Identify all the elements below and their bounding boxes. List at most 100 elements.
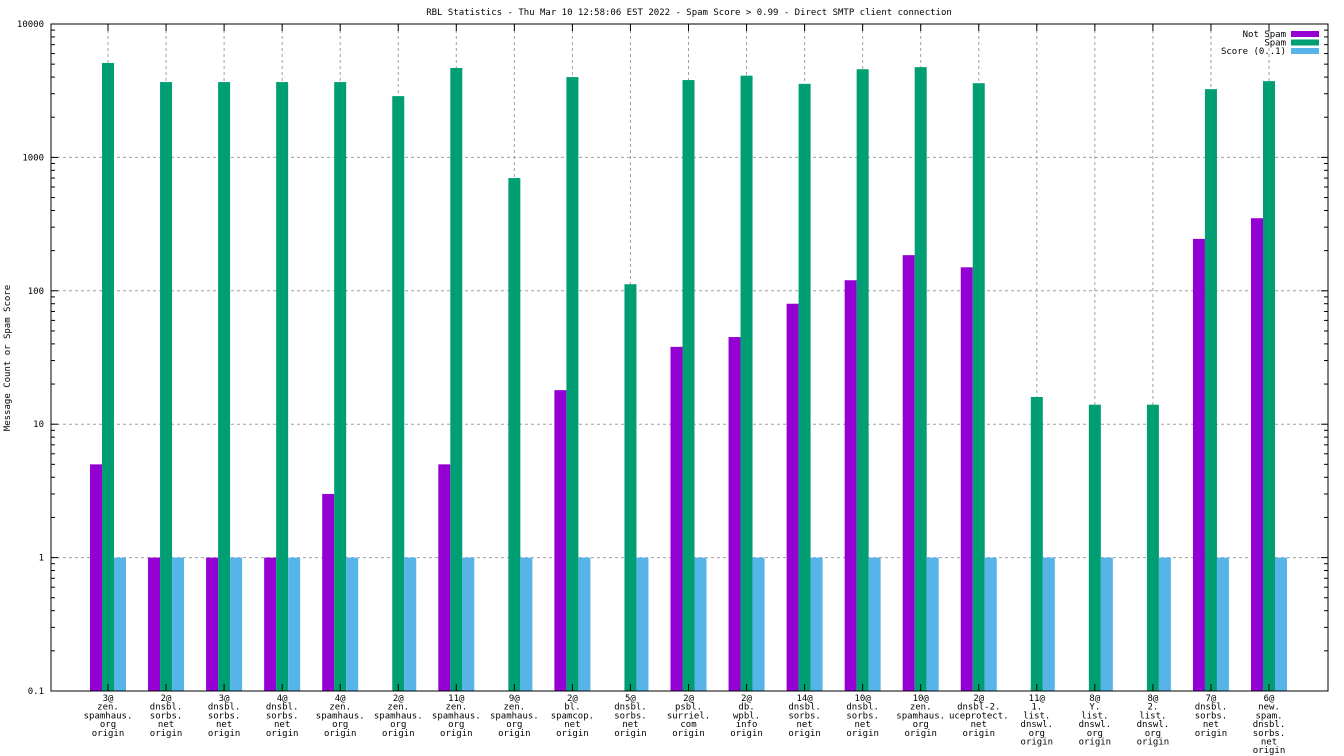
bar-spam-10 — [682, 80, 695, 691]
x-tick-label-line: spamcop. — [551, 711, 594, 721]
bar-not-spam-6 — [438, 464, 451, 691]
x-tick-label-line: 2@ — [973, 694, 984, 704]
x-tick-label-line: origin — [788, 729, 821, 739]
legend-label: Score (0..1) — [1221, 47, 1286, 57]
x-tick-label-line: origin — [1195, 729, 1228, 739]
x-tick-label-line: sorbs. — [614, 711, 647, 721]
x-tick-label-line: new. — [1258, 703, 1280, 713]
x-tick-label-line: 3@ — [103, 694, 114, 704]
x-tick-label-line: spamhaus. — [432, 711, 481, 721]
x-tick-label-line: origin — [556, 729, 589, 739]
bar-not-spam-19 — [1192, 238, 1205, 691]
bar-score-0-1-9 — [636, 557, 649, 691]
x-tick-label-line: 2@ — [567, 694, 578, 704]
bar-not-spam-13 — [844, 280, 857, 691]
bar-score-0-1-12 — [810, 557, 823, 691]
x-tick-label-line: net — [796, 720, 812, 730]
x-tick-label-line: dnsbl. — [846, 703, 879, 713]
bar-not-spam-15 — [960, 267, 973, 691]
x-tick-label-line: net — [971, 720, 987, 730]
x-tick-label-line: 11@ — [448, 694, 465, 704]
x-tick-labels: 3@zen.spamhaus.orgorigin2@dnsbl.sorbs.ne… — [84, 694, 1286, 756]
x-tick-label-line: dnsbl. — [208, 703, 241, 713]
x-tick-label-line: net — [855, 720, 871, 730]
y-tick-label: 10000 — [17, 20, 44, 30]
x-tick-label-line: zen. — [910, 703, 932, 713]
bar-score-0-1-0 — [114, 557, 126, 691]
bar-not-spam-12 — [786, 303, 799, 691]
x-tick-label-line: 2@ — [741, 694, 752, 704]
bar-not-spam-14 — [902, 255, 915, 691]
x-tick-label-line: dnsbl. — [1253, 720, 1286, 730]
bar-score-0-1-14 — [926, 557, 939, 691]
x-tick-label-line: spamhaus. — [316, 711, 365, 721]
bar-spam-16 — [1030, 396, 1043, 691]
x-tick-label-line: 3@ — [219, 694, 230, 704]
x-tick-label-line: info — [736, 720, 758, 730]
bar-score-0-1-2 — [230, 557, 243, 691]
x-tick-label-line: origin — [1079, 738, 1112, 748]
chart-title: RBL Statistics - Thu Mar 10 12:58:06 EST… — [426, 8, 952, 18]
bar-spam-6 — [450, 67, 463, 692]
x-tick-label-line: zen. — [97, 703, 119, 713]
bar-score-0-1-5 — [404, 557, 417, 691]
x-tick-label-line: origin — [266, 729, 299, 739]
bar-score-0-1-8 — [578, 557, 591, 691]
x-tick-label-line: dnsbl-2. — [957, 703, 1000, 713]
x-tick-label-line: org — [506, 720, 522, 730]
bar-spam-1 — [160, 82, 173, 691]
x-tick-label-line: net — [622, 720, 638, 730]
x-tick-label-line: origin — [92, 729, 125, 739]
legend-label: Spam — [1264, 39, 1286, 49]
x-tick-label-line: sorbs. — [1195, 711, 1228, 721]
x-tick-label-line: sorbs. — [208, 711, 241, 721]
x-tick-label-line: org — [332, 720, 348, 730]
bar-score-0-1-4 — [346, 557, 359, 691]
x-tick-label-line: wpbl. — [733, 711, 760, 721]
x-tick-label-line: zen. — [329, 703, 351, 713]
bar-spam-13 — [856, 69, 869, 692]
bar-score-0-1-17 — [1100, 557, 1113, 691]
x-tick-label-line: 4@ — [335, 694, 346, 704]
legend-label: Not Spam — [1243, 30, 1286, 40]
x-tick-label-line: sorbs. — [1253, 729, 1286, 739]
bar-spam-0 — [102, 63, 114, 692]
x-tick-label-line: origin — [1137, 738, 1170, 748]
bar-score-0-1-11 — [752, 557, 765, 691]
x-tick-label-line: org — [100, 720, 116, 730]
x-tick-label-line: spamhaus. — [490, 711, 539, 721]
bar-spam-9 — [624, 284, 637, 691]
x-tick-label-line: dnswl. — [1079, 720, 1112, 730]
x-tick-label-line: 7@ — [1206, 694, 1217, 704]
x-tick-label-line: sorbs. — [788, 711, 821, 721]
x-tick-label-line: spamhaus. — [896, 711, 945, 721]
bar-not-spam-1 — [148, 557, 161, 691]
bar-score-0-1-3 — [288, 557, 301, 691]
x-tick-label-line: 4@ — [277, 694, 288, 704]
x-tick-label-line: dnsbl. — [1195, 703, 1228, 713]
bar-score-0-1-7 — [520, 557, 533, 691]
bar-not-spam-8 — [554, 390, 567, 691]
x-tick-label-line: 1. — [1031, 703, 1042, 713]
x-tick-label-line: 2@ — [161, 694, 172, 704]
bar-not-spam-20 — [1251, 218, 1263, 692]
bar-spam-4 — [334, 82, 347, 691]
bars — [90, 63, 1287, 692]
x-tick-label-line: 2. — [1147, 703, 1158, 713]
x-tick-label-line: dnswl. — [1137, 720, 1170, 730]
y-axis-label: Message Count or Spam Score — [3, 285, 13, 431]
x-tick-label-line: origin — [208, 729, 241, 739]
x-tick-label-line: 5@ — [625, 694, 636, 704]
